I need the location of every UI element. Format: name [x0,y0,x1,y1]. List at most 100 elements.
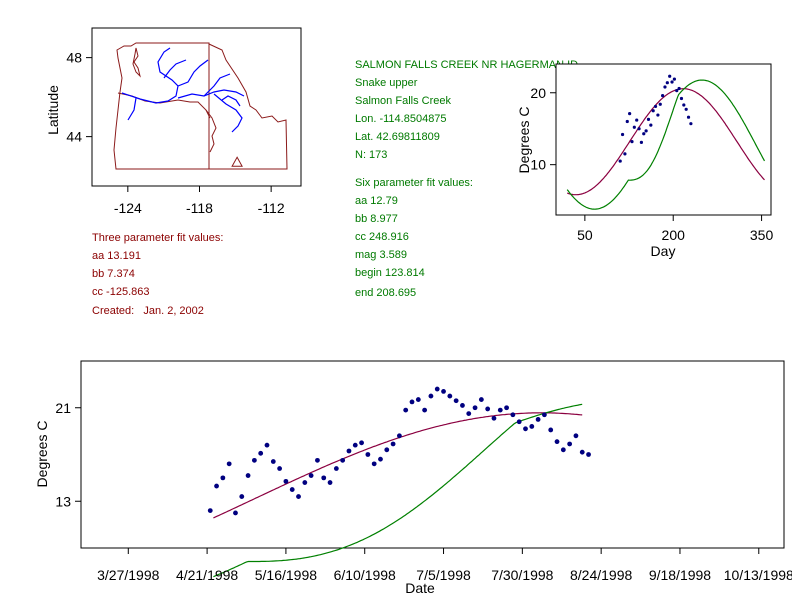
day-fit-curves [566,79,766,210]
day-data-point [623,152,627,156]
day-data-point [625,119,629,124]
day-x-tick-label: 50 [577,227,593,243]
date-data-point [233,510,238,516]
day-data-point [632,125,636,129]
day-data-point [658,102,662,106]
map-river-snake-south [213,93,243,133]
date-data-point [251,457,257,463]
map-puget-sound [132,47,141,78]
day-data-point [653,104,658,109]
station-lon: Lon. -114.8504875 [355,113,447,125]
day-data-point [668,74,672,78]
date-x-tick-label: 7/30/1998 [491,567,553,583]
date-data-point [283,478,289,484]
map-rivers [121,47,245,133]
date-x-tick-label: 10/13/1998 [724,567,792,583]
day-fit-three-curve [567,88,765,196]
map-chart: -124 -118 -112 48 44 Latitude [45,27,302,216]
day-data-point [651,109,655,113]
day-data-point [682,103,686,107]
date-x-tick-label: 6/10/1998 [334,567,396,583]
date-data-point [586,452,591,457]
date-data-point [573,433,579,439]
map-site-marker [231,156,243,167]
date-data-point [296,494,301,499]
map-river-willamette [127,97,137,121]
day-data-point [618,159,622,163]
day-axis-ticks: 50 200 350 20 10 [530,85,773,243]
date-data-point [277,466,283,471]
day-data-point [646,117,651,121]
date-data-point [504,405,509,411]
date-data-point [460,403,465,408]
date-axis-ticks: 3/27/1998 4/21/1998 5/16/1998 6/10/1998 7/5/… [55,400,792,583]
date-data-point [359,440,364,446]
day-data-point [684,107,688,111]
day-y-tick-label: 10 [530,157,546,173]
map-x-tick-label: -118 [186,200,213,216]
day-data-point [649,123,653,127]
day-x-tick-label: 200 [662,227,686,243]
map-ylabel: Latitude [45,85,61,135]
three-fit-cc: cc -125.863 [92,286,149,298]
day-chart: 50 200 350 20 10 Day Degrees C [516,63,773,259]
date-x-tick-label: 5/16/1998 [255,567,317,583]
day-data-point [689,122,693,126]
station-n: N: 173 [355,149,387,161]
map-river-salmon [221,95,241,107]
date-data-point [567,441,573,447]
station-name: SALMON FALLS CREEK NR HAGERMAN ID [355,59,578,71]
date-data-point [497,407,503,413]
date-data-point [264,442,270,448]
date-data-point [371,461,377,467]
date-data-point [447,393,453,399]
three-fit-title: Three parameter fit values: [92,232,223,244]
day-data-point [637,127,641,131]
day-data-point [679,96,684,101]
date-xlabel: Date [405,580,435,596]
day-points [618,74,693,163]
date-data-point [245,473,251,478]
date-data-point [214,483,219,489]
station-stream: Salmon Falls Creek [355,95,451,107]
date-data-point [529,424,535,429]
date-data-point [485,406,491,412]
map-river-yakima [163,59,187,79]
date-data-point [365,452,371,457]
date-data-point [220,475,226,481]
day-data-point [672,77,676,81]
date-data-point [378,456,383,462]
date-data-point [340,457,346,463]
six-fit-mag: mag 3.589 [355,249,407,261]
date-plot-frame [80,360,785,549]
date-points [207,386,591,516]
date-y-tick-label: 13 [55,493,71,509]
day-data-point [661,94,665,98]
day-data-point [620,132,625,137]
map-axis-ticks: -124 -118 -112 48 44 [66,50,284,216]
day-xlabel: Day [651,243,676,259]
six-fit-aa: aa 12.79 [355,195,398,207]
date-data-point [535,417,541,422]
map-x-tick-label: -112 [258,200,285,216]
map-x-tick-label: -124 [114,200,142,216]
station-region: Snake upper [355,77,418,89]
three-fit-aa: aa 13.191 [92,250,141,262]
day-data-point [628,112,632,116]
six-fit-cc: cc 248.916 [355,231,409,243]
six-fit-bb: bb 8.977 [355,213,398,225]
three-fit-info: Three parameter fit values: aa 13.191 bb… [92,232,223,317]
date-data-point [258,450,264,456]
map-site-triangle [231,156,243,167]
map-frame [91,27,302,187]
three-fit-created: Created: Jan. 2, 2002 [92,305,204,317]
date-x-tick-label: 3/27/1998 [97,567,159,583]
map-river-snake [177,89,245,99]
date-data-point [308,473,314,478]
day-data-point [656,113,660,117]
date-ylabel: Degrees C [34,421,50,488]
day-y-tick-label: 20 [530,85,546,101]
date-x-tick-label: 7/5/1998 [416,567,471,583]
date-y-tick-label: 21 [55,400,71,416]
